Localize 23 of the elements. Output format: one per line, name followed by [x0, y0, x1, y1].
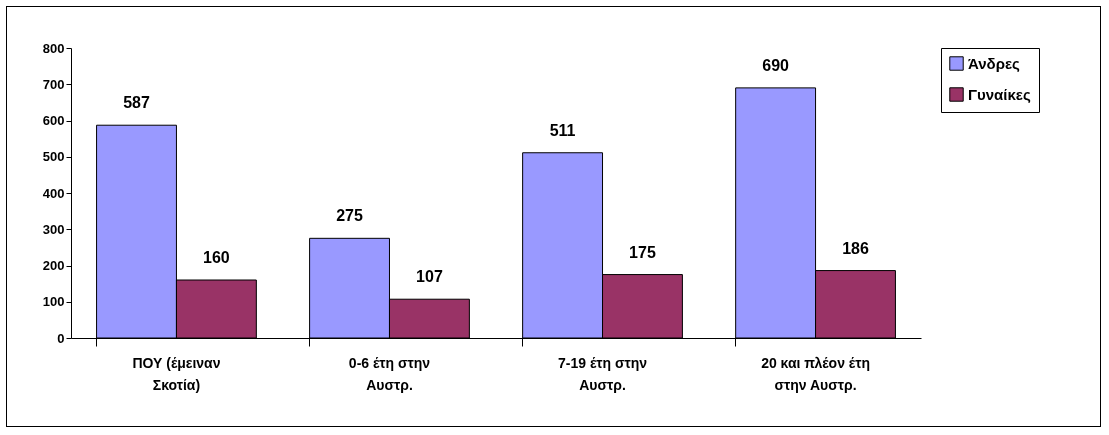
data-label: 186 [842, 239, 869, 257]
data-label: 690 [762, 56, 790, 74]
data-label: 511 [549, 121, 576, 139]
data-label: 275 [336, 207, 363, 225]
y-tick-label: 0 [57, 330, 65, 346]
data-label: 160 [203, 249, 230, 266]
y-tick-label: 800 [42, 40, 65, 56]
legend-label: Άνδρες [968, 54, 1021, 72]
y-tick-label: 400 [42, 185, 65, 201]
x-tick-label: 7-19 έτη στην Αυστρ. [557, 354, 648, 393]
data-label: 587 [123, 94, 150, 112]
y-tick-label: 300 [42, 221, 65, 237]
x-tick-label: 20 και πλέον έτη στην Αυστρ. [761, 354, 870, 393]
x-tick-label: 0-6 έτη στην Αυστρ. [348, 354, 431, 393]
y-tick-label: 500 [42, 149, 65, 165]
data-label: 175 [629, 243, 656, 261]
y-tick-label: 100 [42, 294, 65, 310]
data-label: 107 [416, 268, 443, 286]
y-tick-label: 200 [42, 258, 65, 273]
x-tick-label: ΠΟΥ (έμειναν Σκοτία) [132, 354, 221, 393]
y-tick-label: 700 [42, 76, 65, 92]
legend-label: Γυναίκες [968, 85, 1031, 103]
y-tick-label: 600 [42, 113, 65, 128]
